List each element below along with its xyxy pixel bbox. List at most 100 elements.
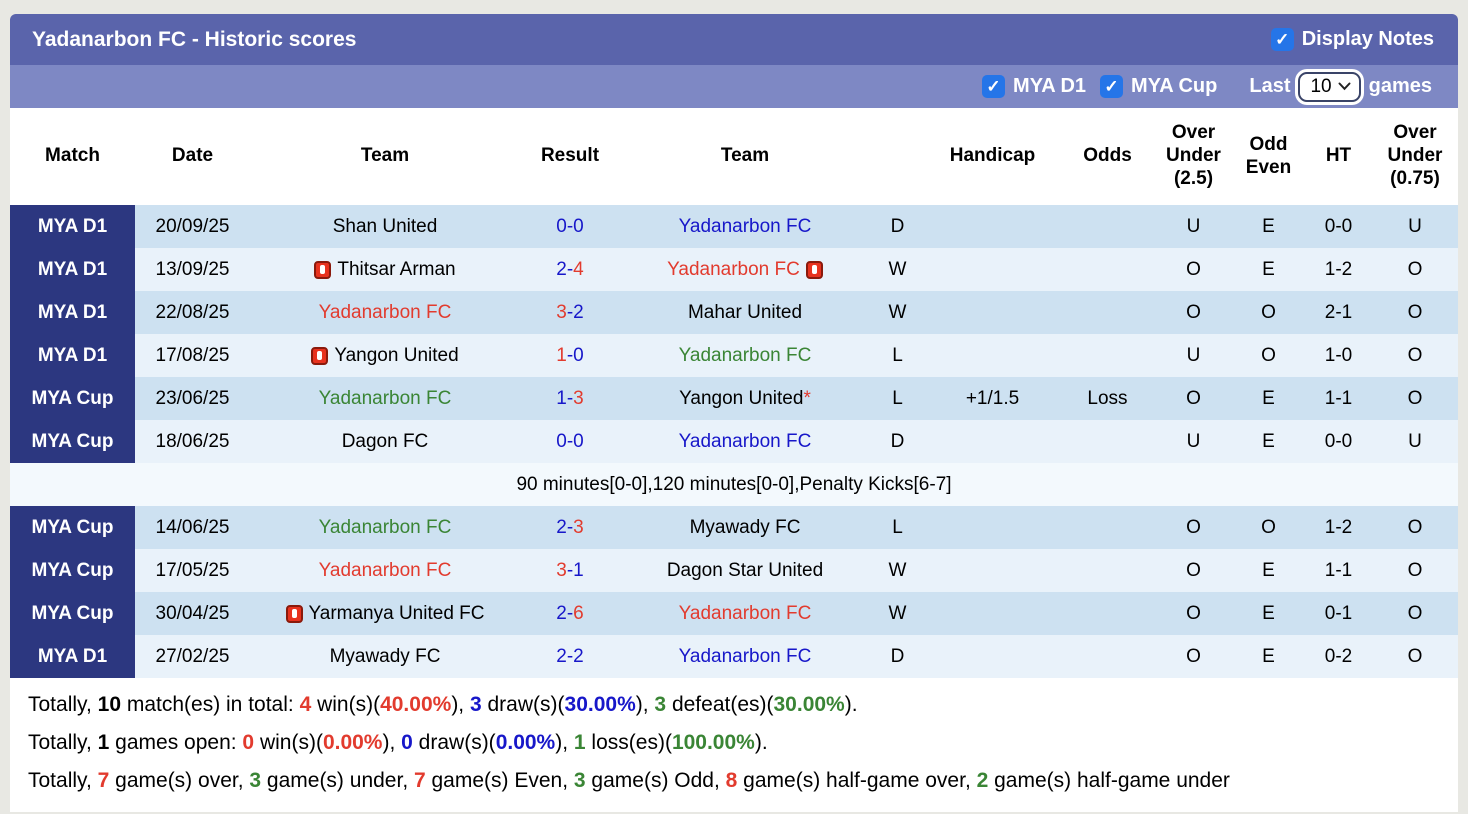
cell-over-under-075: O: [1372, 291, 1458, 334]
cell-away-team: Yadanarbon FC: [620, 205, 870, 248]
cell-odd-even: E: [1232, 205, 1305, 248]
cell-ht: 1-2: [1305, 506, 1372, 549]
cell-odd-even: E: [1232, 549, 1305, 592]
cell-away-team: Yadanarbon FC: [620, 334, 870, 377]
red-card-icon: [314, 260, 332, 279]
cell-date: 14/06/25: [135, 506, 250, 549]
cell-handicap: [925, 549, 1060, 592]
red-card-icon: [285, 604, 303, 623]
cell-outcome: L: [870, 506, 925, 549]
cell-outcome: W: [870, 549, 925, 592]
summary-section: Totally, 10 match(es) in total: 4 win(s)…: [10, 678, 1458, 812]
cell-outcome: D: [870, 635, 925, 678]
cell-ht: 1-0: [1305, 334, 1372, 377]
match-row: MYA D1 17/08/25 Yangon United 1-0 Yadanarbon…: [10, 334, 1458, 377]
cell-date: 22/08/25: [135, 291, 250, 334]
col-header-over-under-25: Over Under (2.5): [1166, 122, 1221, 189]
cell-odds: [1060, 291, 1155, 334]
cell-league: MYA D1: [10, 334, 135, 377]
cell-outcome: L: [870, 377, 925, 420]
col-header-date: Date: [171, 145, 214, 167]
checkmark-icon: ✓: [986, 77, 1001, 96]
panel-header: Yadanarbon FC - Historic scores ✓ Displa…: [10, 14, 1458, 65]
display-notes-checkbox[interactable]: ✓: [1270, 28, 1294, 51]
cell-over-under-075: U: [1372, 205, 1458, 248]
match-row: MYA Cup 18/06/25 Dagon FC 0-0 Yadanarbon FC D…: [10, 420, 1458, 463]
match-row: MYA Cup 23/06/25 Yadanarbon FC 1-3 Yangon Un…: [10, 377, 1458, 420]
cell-handicap: [925, 506, 1060, 549]
cell-handicap: [925, 334, 1060, 377]
cell-league: MYA D1: [10, 291, 135, 334]
summary-line-2: Totally, 1 games open: 0 win(s)(0.00%), …: [28, 731, 768, 754]
cell-odds: [1060, 420, 1155, 463]
cell-over-under-25: O: [1155, 506, 1232, 549]
cell-league: MYA D1: [10, 635, 135, 678]
cell-league: MYA Cup: [10, 377, 135, 420]
cell-handicap: [925, 635, 1060, 678]
match-row: MYA Cup 30/04/25 Yarmanya United FC 2-6 Yada…: [10, 592, 1458, 635]
cell-over-under-25: O: [1155, 549, 1232, 592]
red-card-icon: [311, 346, 329, 365]
cell-odd-even: O: [1232, 506, 1305, 549]
mya-cup-checkbox[interactable]: ✓: [1100, 75, 1124, 98]
historic-scores-panel: Yadanarbon FC - Historic scores ✓ Displa…: [10, 14, 1458, 812]
cell-over-under-25: O: [1155, 592, 1232, 635]
last-games-control: Last 10 games: [1249, 71, 1432, 102]
table-header-row: Match Date Team Result Team Handicap Odd…: [10, 108, 1458, 205]
cell-handicap: [925, 291, 1060, 334]
cell-result: 3-2: [520, 291, 620, 334]
cell-result: 0-0: [520, 205, 620, 248]
cell-date: 13/09/25: [135, 248, 250, 291]
match-row: MYA D1 22/08/25 Yadanarbon FC 3-2 Mahar Unit…: [10, 291, 1458, 334]
cell-away-team: Myawady FC: [620, 506, 870, 549]
table-body: MYA D1 20/09/25 Shan United 0-0 Yadanarbon F…: [10, 205, 1458, 678]
cell-home-team: Yangon United: [250, 334, 520, 377]
cell-result: 1-3: [520, 377, 620, 420]
match-row: MYA Cup 17/05/25 Yadanarbon FC 3-1 Dagon Sta…: [10, 549, 1458, 592]
cell-over-under-075: O: [1372, 506, 1458, 549]
cell-odds: [1060, 635, 1155, 678]
cell-date: 17/05/25: [135, 549, 250, 592]
cell-odd-even: E: [1232, 248, 1305, 291]
col-header-ht: HT: [1325, 145, 1352, 167]
col-header-handicap: Handicap: [949, 145, 1036, 167]
cell-ht: 1-2: [1305, 248, 1372, 291]
cell-ht: 1-1: [1305, 549, 1372, 592]
mya-d1-checkbox[interactable]: ✓: [982, 75, 1006, 98]
mya-cup-filter: ✓ MYA Cup: [1100, 75, 1217, 98]
cell-outcome: W: [870, 291, 925, 334]
cell-over-under-25: U: [1155, 420, 1232, 463]
cell-league: MYA Cup: [10, 506, 135, 549]
cell-odd-even: O: [1232, 334, 1305, 377]
cell-over-under-25: O: [1155, 291, 1232, 334]
col-header-match: Match: [45, 145, 100, 167]
cell-home-team: Myawady FC: [250, 635, 520, 678]
col-header-team-away: Team: [720, 145, 770, 167]
chevron-down-icon: [1338, 82, 1351, 91]
cell-result: 3-1: [520, 549, 620, 592]
cell-over-under-075: O: [1372, 334, 1458, 377]
cell-result: 2-6: [520, 592, 620, 635]
cell-away-team: Yadanarbon FC: [620, 420, 870, 463]
games-count-select[interactable]: 10: [1298, 71, 1361, 102]
cell-outcome: W: [870, 248, 925, 291]
cell-home-team: Yadanarbon FC: [250, 291, 520, 334]
cell-away-team: Yadanarbon FC: [620, 248, 870, 291]
summary-line-1: Totally, 10 match(es) in total: 4 win(s)…: [28, 693, 858, 716]
cell-over-under-075: U: [1372, 420, 1458, 463]
cell-date: 27/02/25: [135, 635, 250, 678]
col-header-over-under-075: Over Under (0.75): [1387, 122, 1443, 189]
cell-result: 1-0: [520, 334, 620, 377]
cell-result: 2-2: [520, 635, 620, 678]
col-header-team-home: Team: [360, 145, 410, 167]
col-header-odds: Odds: [1083, 145, 1132, 167]
cell-odd-even: E: [1232, 420, 1305, 463]
cell-outcome: D: [870, 420, 925, 463]
cell-away-team: Mahar United: [620, 291, 870, 334]
cell-over-under-075: O: [1372, 248, 1458, 291]
cell-home-team: Yadanarbon FC: [250, 549, 520, 592]
col-header-odd-even: Odd Even: [1245, 133, 1292, 178]
cell-date: 30/04/25: [135, 592, 250, 635]
penalty-note: 90 minutes[0-0],120 minutes[0-0],Penalty…: [10, 463, 1458, 506]
